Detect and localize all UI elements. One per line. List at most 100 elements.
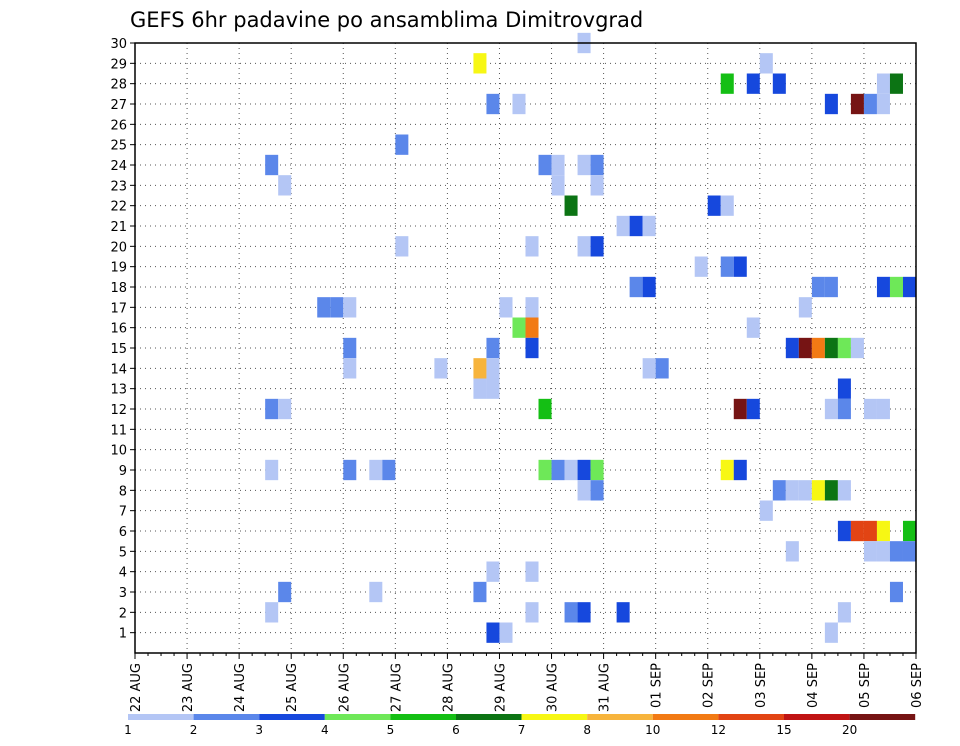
- y-tick-label: 5: [119, 545, 127, 560]
- y-tick-label: 12: [110, 403, 127, 418]
- x-tick-label: 27 AUG: [389, 663, 404, 712]
- heatmap-cell: [577, 480, 591, 501]
- heatmap-cell: [265, 154, 279, 176]
- y-tick-label: 16: [110, 322, 127, 337]
- heatmap-cell: [590, 175, 604, 196]
- heatmap-cell: [824, 93, 838, 115]
- legend-label: 5: [387, 723, 395, 737]
- heatmap-cell: [265, 459, 279, 481]
- y-tick-label: 25: [110, 139, 127, 154]
- heatmap-cell: [330, 297, 344, 318]
- heatmap-cell: [655, 358, 669, 379]
- heatmap-cell: [577, 602, 591, 623]
- legend-label: 15: [776, 723, 791, 737]
- x-tick-label: 22 AUG: [129, 663, 144, 712]
- heatmap-cell: [798, 297, 812, 318]
- legend-swatch: [587, 714, 653, 720]
- y-axis: 1234567891011121314151617181920212223242…: [110, 37, 135, 642]
- heatmap-cell: [902, 276, 916, 298]
- heatmap-cell: [538, 398, 552, 420]
- heatmap-cell: [889, 276, 903, 298]
- heatmap-cell: [434, 358, 448, 379]
- heatmap-cell: [694, 256, 708, 277]
- heatmap-cell: [564, 195, 578, 216]
- y-tick-label: 27: [110, 98, 127, 113]
- legend-swatch: [718, 714, 784, 720]
- heatmap-cell: [486, 93, 500, 115]
- x-tick-label: 03 SEP: [754, 663, 769, 708]
- x-axis: 22 AUG 23 AUG 24 AUG 25 AUG 26 AUG 27 AUG 28 A…: [129, 653, 925, 712]
- heatmap-cell: [837, 520, 851, 542]
- heatmap-cell: [733, 398, 747, 420]
- heatmap-cell: [343, 297, 357, 318]
- legend-label: 7: [518, 723, 526, 737]
- heatmap-cell: [642, 358, 656, 379]
- heatmap-cell: [473, 53, 487, 74]
- heatmap-cell: [486, 378, 500, 399]
- heatmap-cell: [837, 378, 851, 399]
- heatmap-cell: [759, 53, 773, 74]
- y-tick-label: 13: [110, 383, 127, 398]
- heatmap-cell: [473, 581, 487, 603]
- y-tick-label: 15: [110, 342, 127, 357]
- legend-label: 10: [645, 723, 660, 737]
- heatmap-cell: [824, 398, 838, 420]
- heatmap-cell: [759, 500, 773, 521]
- legend-swatch: [521, 714, 588, 720]
- heatmap-cell: [486, 622, 500, 643]
- heatmap-cell: [889, 73, 903, 94]
- heatmap-cell: [525, 337, 539, 359]
- heatmap-cell: [642, 276, 656, 298]
- heatmap-cell: [538, 459, 552, 481]
- heatmap-cell: [590, 459, 604, 481]
- heatmap-cell: [733, 459, 747, 481]
- heatmap-cell: [746, 398, 760, 420]
- y-tick-label: 24: [110, 159, 127, 174]
- heatmap-cell: [824, 622, 838, 643]
- heatmap-cell: [577, 154, 591, 176]
- heatmap-cell: [577, 236, 591, 257]
- legend-swatch: [784, 714, 850, 720]
- heatmap-cell: [278, 581, 292, 603]
- heatmap-cell: [811, 337, 825, 359]
- heatmap-cell: [525, 297, 539, 318]
- heatmap-cell: [616, 602, 630, 623]
- heatmap-cell: [499, 297, 513, 318]
- y-tick-label: 11: [110, 423, 127, 438]
- x-tick-label: 05 SEP: [858, 663, 873, 708]
- y-tick-label: 10: [110, 444, 127, 459]
- heatmap-cell: [473, 358, 487, 379]
- heatmap-cell: [343, 358, 357, 379]
- heatmap-cell: [395, 236, 409, 257]
- heatmap-cell: [837, 480, 851, 501]
- heatmap-cell: [785, 480, 799, 501]
- y-tick-label: 3: [119, 586, 127, 601]
- heatmap-cell: [824, 480, 838, 501]
- heatmap-cell: [629, 276, 643, 298]
- heatmap-cell: [720, 256, 734, 277]
- heatmap-cell: [499, 622, 513, 643]
- heatmap-cell: [824, 337, 838, 359]
- x-tick-label: 01 SEP: [650, 663, 665, 708]
- heatmap-cells: [265, 32, 916, 643]
- y-tick-label: 30: [110, 37, 127, 52]
- heatmap-cell: [837, 602, 851, 623]
- y-tick-label: 18: [110, 281, 127, 296]
- heatmap-cell: [642, 215, 656, 237]
- legend-swatch: [652, 714, 719, 720]
- legend-swatch: [456, 714, 522, 720]
- x-tick-label: 28 AUG: [441, 663, 456, 712]
- heatmap-cell: [369, 581, 383, 603]
- y-tick-label: 20: [110, 240, 127, 255]
- heatmap-cell: [551, 154, 565, 176]
- heatmap-cell: [525, 236, 539, 257]
- legend-swatch: [849, 714, 916, 720]
- y-tick-label: 7: [119, 505, 127, 520]
- y-tick-label: 1: [119, 627, 127, 642]
- legend-swatch: [390, 714, 456, 720]
- y-tick-label: 4: [119, 566, 127, 581]
- heatmap-cell: [707, 195, 721, 216]
- heatmap-cell: [811, 276, 825, 298]
- legend-swatch: [128, 714, 194, 720]
